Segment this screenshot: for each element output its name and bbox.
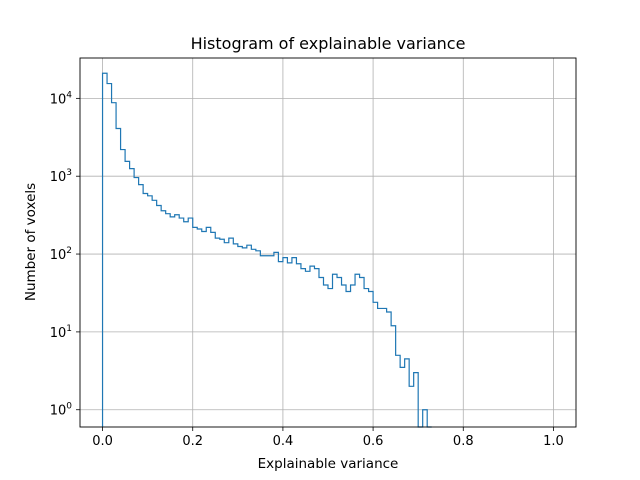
- histogram-bar: [215, 238, 220, 427]
- histogram-bar: [319, 277, 324, 427]
- histogram-bar: [161, 211, 166, 427]
- y-tick-label: 104: [50, 90, 73, 107]
- histogram-bar: [130, 169, 135, 427]
- histogram-bar: [378, 308, 383, 427]
- histogram-bar: [409, 386, 414, 427]
- histogram-bar: [301, 269, 306, 427]
- y-tick-label: 100: [50, 402, 73, 419]
- y-tick-label: 103: [50, 168, 72, 185]
- histogram-bar: [278, 262, 283, 427]
- histogram-bar: [387, 312, 392, 427]
- histogram-bar: [175, 215, 180, 427]
- histogram-bar: [242, 248, 247, 427]
- histogram-bar: [287, 263, 292, 427]
- histogram-bar: [251, 249, 256, 427]
- histogram-bar: [247, 245, 252, 427]
- x-axis-ticks: 0.0 0.2 0.4 0.6 0.8 1.0: [92, 427, 564, 449]
- histogram-bar: [188, 218, 193, 427]
- x-tick-label: 0.6: [363, 434, 384, 449]
- histogram-step-outline: [101, 72, 432, 428]
- histogram-bar: [103, 73, 108, 427]
- histogram-bar: [179, 218, 184, 427]
- histogram-bar: [197, 229, 202, 427]
- y-axis-ticks: 100 101 102 103 104: [50, 90, 80, 419]
- x-tick-label: 0.8: [453, 434, 474, 449]
- y-axis-label: Number of voxels: [23, 183, 39, 301]
- histogram-bar: [382, 308, 387, 427]
- histogram-bar: [355, 274, 360, 427]
- histogram-bar: [351, 285, 356, 427]
- histogram-bar: [396, 355, 401, 427]
- x-tick-label: 0.2: [182, 434, 203, 449]
- plot-frame: [79, 57, 577, 428]
- histogram-bar: [233, 244, 238, 427]
- histogram-bar: [269, 256, 274, 427]
- histogram-bar: [310, 266, 315, 427]
- y-tick-label: 102: [50, 246, 72, 263]
- histogram-bar: [148, 196, 153, 427]
- histogram-bar: [369, 292, 374, 427]
- histogram-bar: [121, 150, 126, 427]
- histogram-bar: [224, 243, 229, 427]
- histogram-bar: [211, 232, 216, 427]
- histogram-bar: [260, 256, 265, 427]
- histogram-bar: [206, 227, 211, 427]
- histogram-bar: [400, 367, 405, 427]
- histogram-bar: [333, 274, 338, 427]
- histogram-bar: [274, 252, 279, 427]
- histogram-bar: [238, 247, 243, 427]
- x-tick-label: 0.4: [273, 434, 294, 449]
- histogram-bar: [337, 277, 342, 427]
- histogram-bar: [112, 103, 117, 427]
- histogram-bar: [323, 285, 328, 427]
- histogram-bar: [229, 238, 234, 427]
- grid-lines: [80, 58, 576, 427]
- histogram-bar: [157, 206, 162, 427]
- histogram-bar: [283, 258, 288, 427]
- histogram-bar: [328, 289, 333, 427]
- chart-title: Histogram of explainable variance: [191, 34, 466, 53]
- histogram-bar: [139, 185, 144, 427]
- histogram-bar: [220, 239, 225, 427]
- x-tick-label: 0.0: [92, 434, 113, 449]
- histogram-bar: [107, 84, 112, 427]
- histogram-bar: [423, 410, 428, 427]
- x-tick-label: 1.0: [543, 434, 564, 449]
- histogram-bar: [391, 326, 396, 427]
- histogram-bar: [373, 302, 378, 427]
- histogram-bar: [143, 193, 148, 427]
- histogram-bar: [184, 222, 189, 427]
- histogram-bar: [346, 292, 351, 427]
- x-axis-label: Explainable variance: [258, 456, 399, 472]
- histogram-bar: [170, 217, 175, 427]
- histogram-bar: [256, 251, 261, 427]
- histogram-bar: [405, 359, 410, 427]
- histogram-bar: [134, 178, 139, 427]
- histogram-bar: [265, 256, 270, 427]
- histogram-bar: [314, 269, 319, 427]
- histogram-bar: [360, 277, 365, 427]
- histogram-bar: [305, 271, 310, 427]
- histogram-bar: [193, 227, 198, 427]
- histogram-bar: [364, 289, 369, 427]
- histogram-bar: [166, 214, 171, 427]
- histogram-bar: [292, 258, 297, 427]
- histogram-bar: [116, 129, 121, 427]
- histogram-bar: [342, 285, 347, 427]
- histogram-bar: [296, 264, 301, 427]
- histogram-bar: [202, 231, 207, 427]
- histogram-bar: [125, 161, 130, 427]
- histogram-bar: [414, 373, 419, 427]
- histogram-bar: [152, 200, 157, 427]
- y-tick-label: 101: [50, 324, 72, 341]
